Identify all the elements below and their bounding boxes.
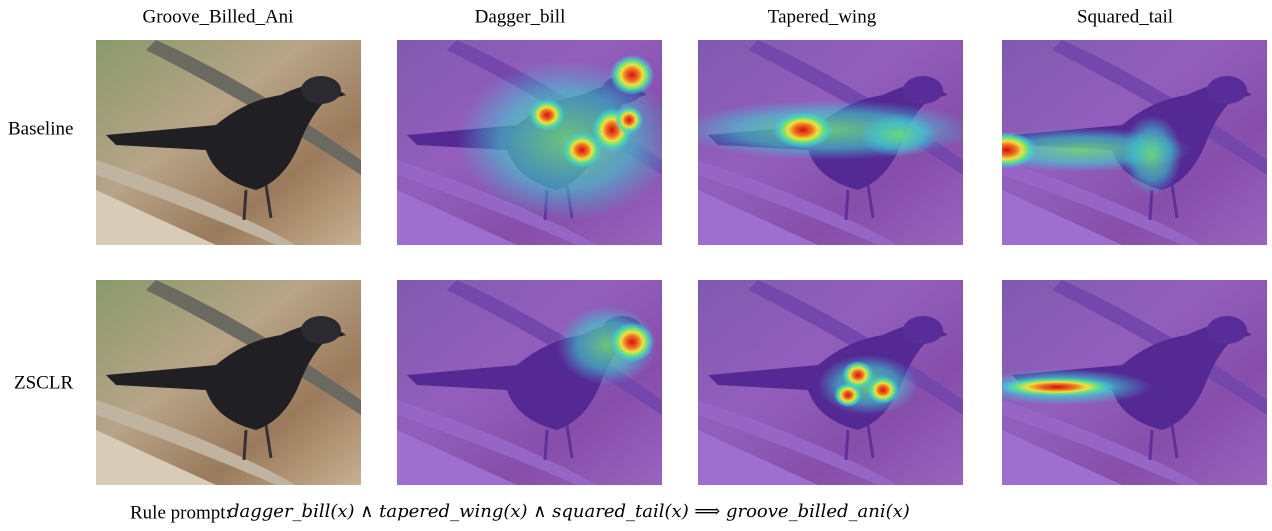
heat-spot bbox=[834, 383, 862, 407]
heatmap-image bbox=[397, 40, 677, 245]
column-header: Dagger_bill bbox=[475, 6, 566, 27]
heat-spot bbox=[997, 377, 1117, 397]
figure: Groove_Billed_Ani Dagger_bill Tapered_wi… bbox=[0, 0, 1272, 531]
row-label: ZSCLR bbox=[14, 372, 73, 393]
bird-image bbox=[96, 280, 361, 485]
heat-spot bbox=[615, 106, 643, 134]
page: Groove_Billed_Ani Dagger_bill Tapered_wi… bbox=[0, 0, 1272, 531]
bird-photo bbox=[96, 280, 361, 485]
heat-spot bbox=[562, 132, 602, 168]
heat-spot bbox=[858, 113, 938, 157]
bird-image bbox=[96, 40, 361, 245]
rule-label: Rule prompt: bbox=[130, 502, 231, 523]
heatmap-image bbox=[972, 40, 1267, 245]
heat-spot bbox=[610, 55, 654, 95]
row-label: Baseline bbox=[8, 118, 73, 139]
heatmap-image bbox=[397, 280, 662, 485]
heat-spot bbox=[529, 99, 565, 131]
column-header: Groove_Billed_Ani bbox=[143, 6, 294, 27]
heat-spot bbox=[977, 132, 1037, 168]
heatmap-image bbox=[678, 40, 978, 245]
bird-photo bbox=[96, 40, 361, 245]
heat-spot bbox=[867, 376, 899, 404]
heat-spot bbox=[1122, 115, 1182, 195]
rule-formula: dagger_bill(x) ∧ tapered_wing(x) ∧ squar… bbox=[228, 501, 910, 522]
heat-spot bbox=[773, 112, 833, 148]
column-header: Squared_tail bbox=[1077, 6, 1173, 27]
heatmap-image bbox=[698, 280, 963, 485]
heatmap-image bbox=[972, 280, 1267, 485]
column-header: Tapered_wing bbox=[768, 6, 877, 27]
heat-spot bbox=[610, 322, 654, 362]
